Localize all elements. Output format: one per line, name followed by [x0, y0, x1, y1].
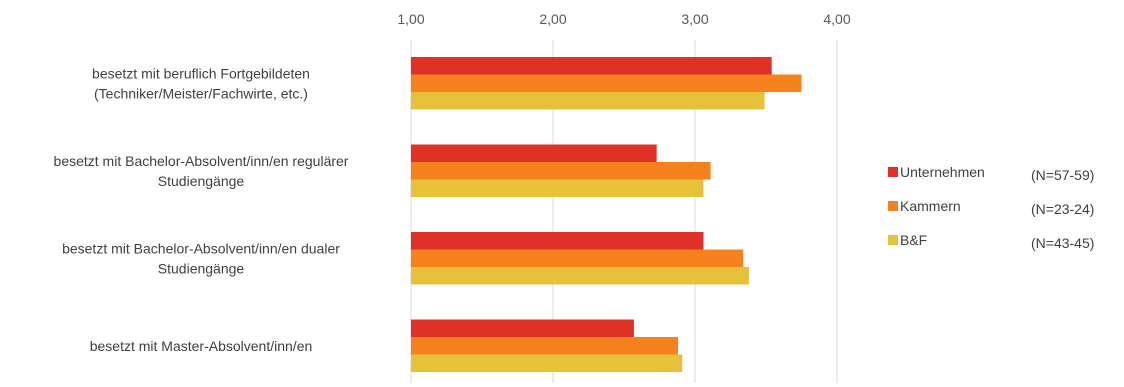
legend-note: (N=23-24) [1031, 201, 1094, 217]
bar-kammern [411, 74, 802, 92]
category-label-line: besetzt mit Bachelor-Absolvent/inn/en du… [62, 240, 340, 256]
bar-unternehmen [411, 232, 704, 250]
legend-swatch [888, 167, 898, 177]
bar-b-f [411, 179, 704, 197]
category-label-line: besetzt mit Master-Absolvent/inn/en [90, 338, 313, 354]
x-tick-label: 1,00 [397, 11, 424, 27]
bar-series [411, 57, 802, 372]
bar-unternehmen [411, 144, 657, 162]
category-label-line: Studiengänge [158, 260, 245, 276]
category-label-line: Studiengänge [158, 173, 245, 189]
legend-note: (N=43-45) [1031, 235, 1094, 251]
x-tick-label: 2,00 [539, 11, 566, 27]
legend-swatch [888, 201, 898, 211]
x-axis-tick-labels: 1,00 2,00 3,00 4,00 [397, 11, 850, 27]
bar-kammern [411, 249, 744, 267]
bar-kammern [411, 337, 678, 355]
x-tick-label: 4,00 [823, 11, 850, 27]
legend-label: Unternehmen [900, 164, 985, 180]
category-label: besetzt mit Bachelor-Absolvent/inn/en re… [54, 153, 349, 189]
legend-label: B&F [900, 232, 927, 248]
category-label: besetzt mit Master-Absolvent/inn/en [90, 338, 313, 354]
category-labels: besetzt mit beruflich Fortgebildeten (Tec… [54, 65, 349, 354]
bar-unternehmen [411, 319, 634, 337]
bar-unternehmen [411, 57, 772, 75]
category-label-line: besetzt mit beruflich Fortgebildeten [92, 65, 310, 81]
category-label: besetzt mit beruflich Fortgebildeten (Tec… [92, 65, 310, 101]
legend: Unternehmen (N=57-59) Kammern (N=23-24) B&F (… [888, 164, 1094, 251]
legend-note: (N=57-59) [1031, 167, 1094, 183]
bar-b-f [411, 92, 765, 110]
legend-swatch [888, 235, 898, 245]
bar-kammern [411, 162, 711, 180]
legend-label: Kammern [900, 198, 961, 214]
bar-b-f [411, 354, 683, 372]
x-tick-label: 3,00 [681, 11, 708, 27]
bar-b-f [411, 267, 749, 285]
category-label: besetzt mit Bachelor-Absolvent/inn/en du… [62, 240, 340, 276]
category-label-line: (Techniker/Meister/Fachwirte, etc.) [94, 85, 308, 101]
category-label-line: besetzt mit Bachelor-Absolvent/inn/en re… [54, 153, 349, 169]
